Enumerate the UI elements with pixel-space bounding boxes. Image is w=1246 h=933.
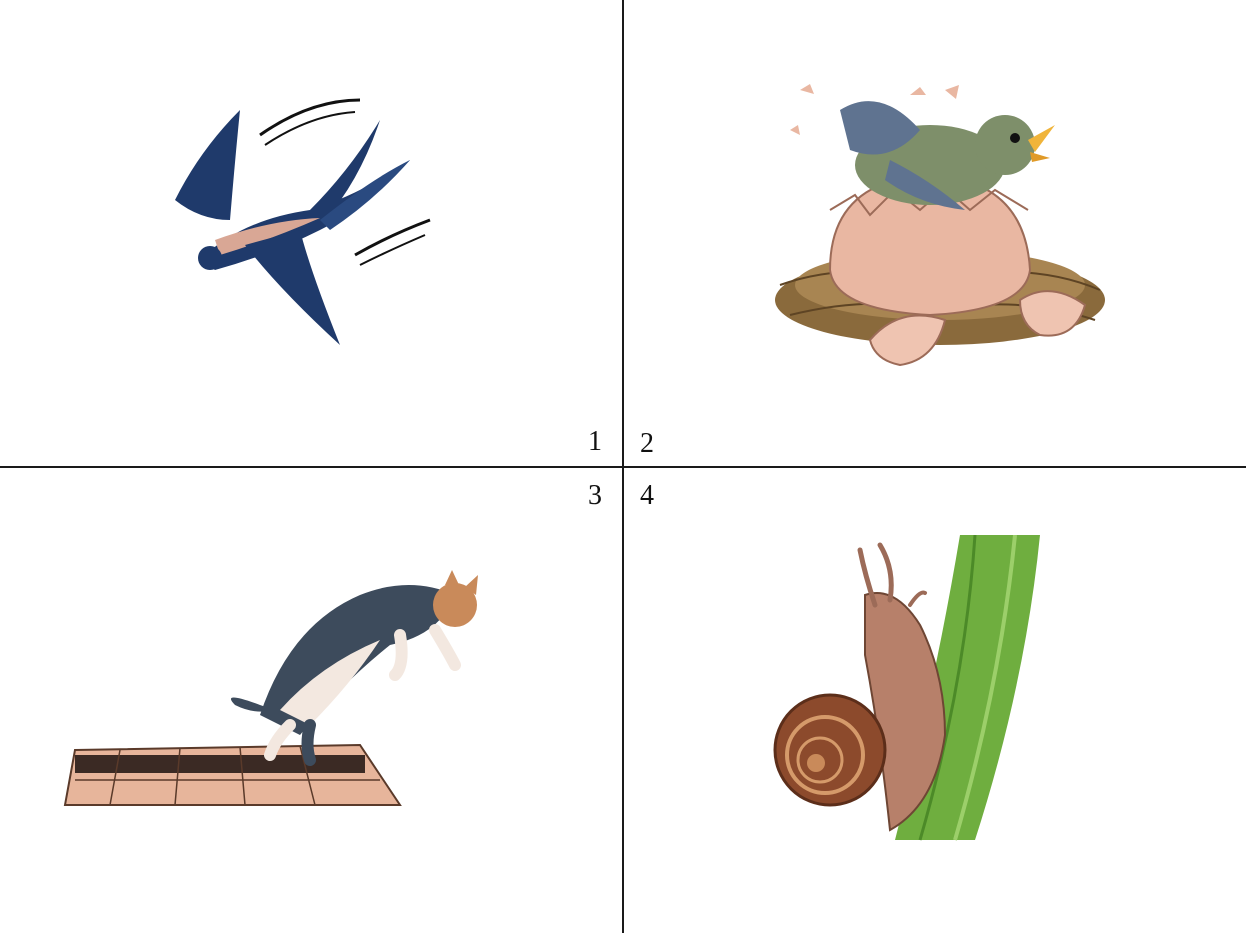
panel-number-3: 3 [588,480,602,511]
horizontal-divider [0,466,1246,468]
swallow-flying-icon [160,70,450,360]
snail-on-stem-icon [770,535,1050,845]
panel-number-1: 1 [588,426,602,457]
bird-hatching-icon [770,70,1110,380]
cat-jumping-icon [60,565,490,815]
panel-number-4: 4 [640,480,654,511]
panel-number-2: 2 [640,428,654,459]
